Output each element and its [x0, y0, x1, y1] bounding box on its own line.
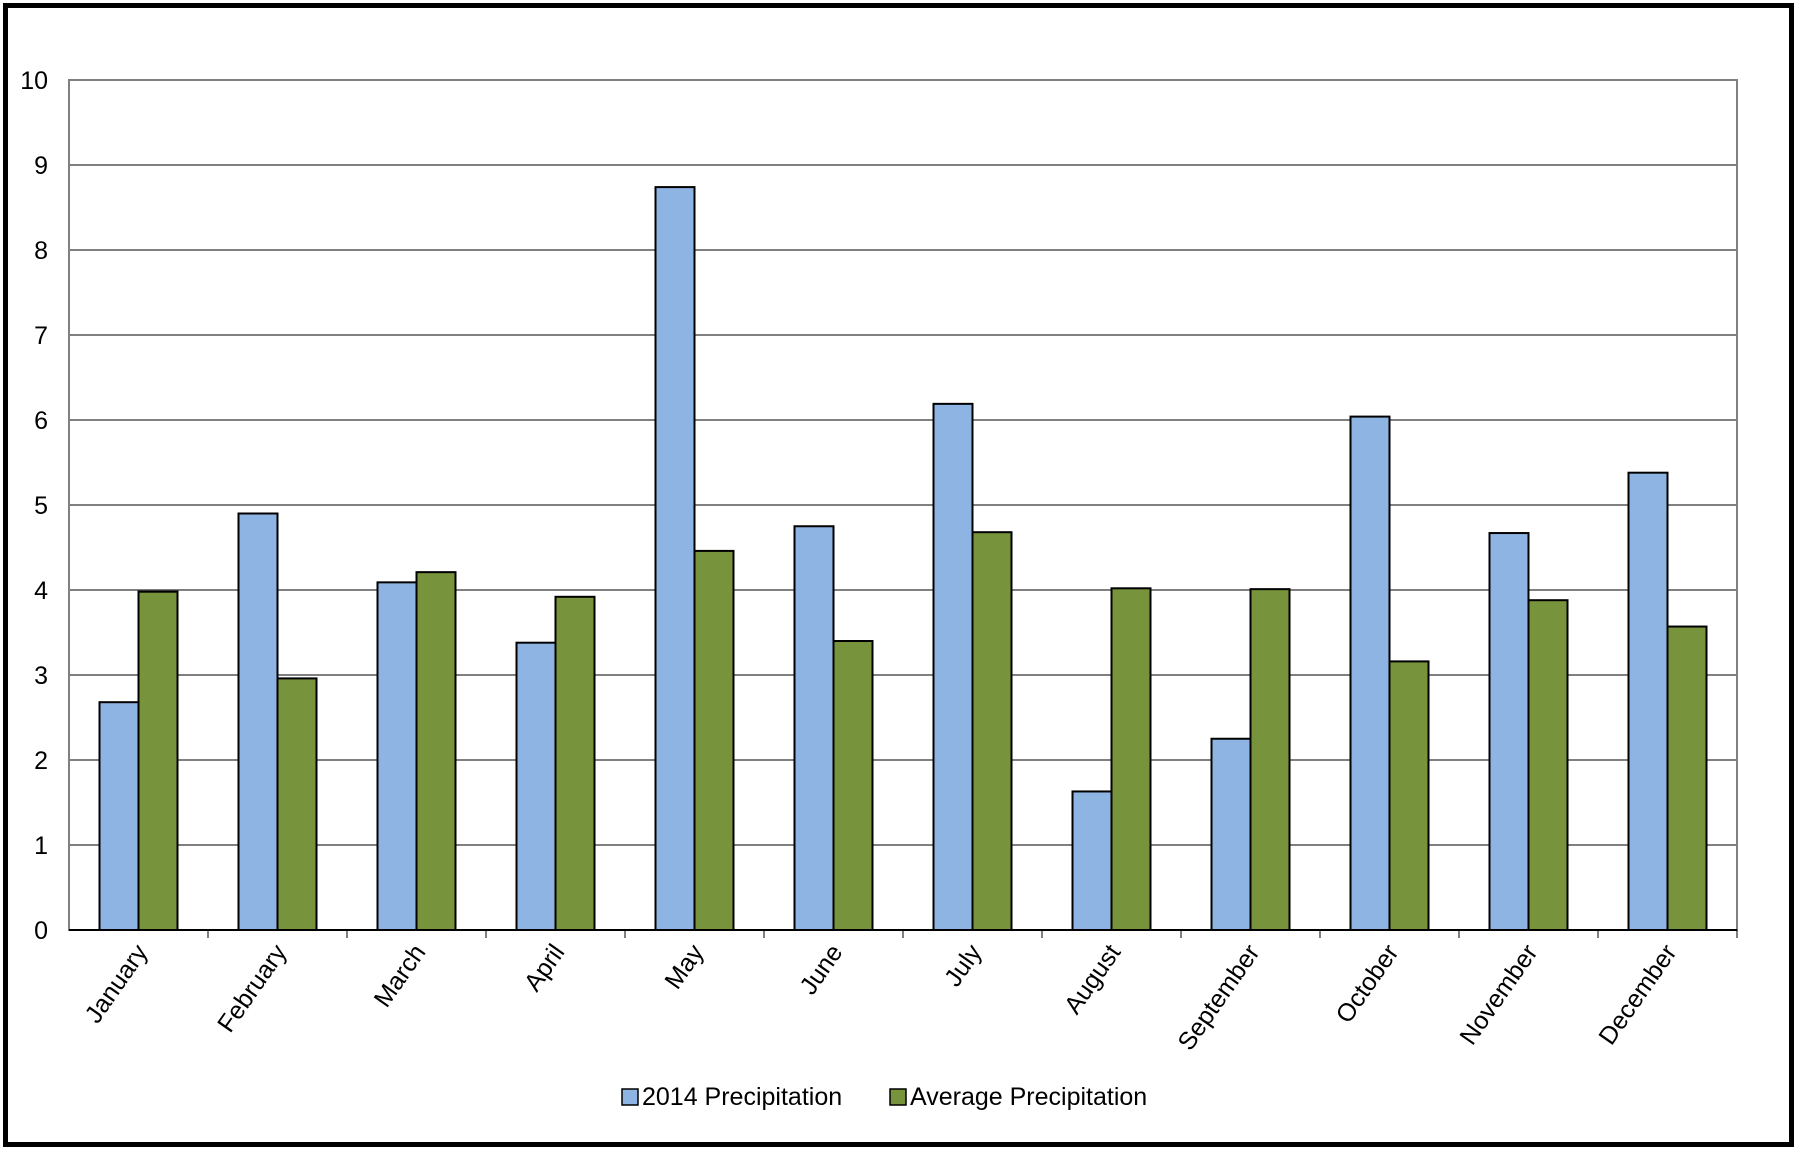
- bar-precipitation-2014-july: [932, 402, 974, 932]
- bar-average-precipitation-july: [971, 531, 1013, 931]
- legend-label-average-precipitation: Average Precipitation: [910, 1083, 1147, 1111]
- bar-average-precipitation-january: [137, 590, 179, 931]
- y-tick-label: 7: [34, 322, 48, 350]
- bar-precipitation-2014-june: [793, 525, 835, 931]
- bars: [98, 186, 1708, 932]
- x-tick-label-august: August: [1059, 939, 1127, 1019]
- bar-average-precipitation-april: [554, 595, 596, 931]
- x-tick-label-december: December: [1593, 939, 1682, 1050]
- bar-precipitation-2014-august: [1071, 790, 1113, 932]
- bar-average-precipitation-june: [832, 640, 874, 931]
- legend-label-precipitation-2014: 2014 Precipitation: [642, 1083, 842, 1111]
- y-tick-label: 0: [34, 917, 48, 945]
- bar-average-precipitation-november: [1527, 599, 1569, 931]
- bar-average-precipitation-september: [1249, 588, 1291, 932]
- legend: 2014 Precipitation Average Precipitation: [621, 1083, 1147, 1111]
- y-tick-label: 1: [34, 832, 48, 860]
- x-tick-label-april: April: [519, 939, 571, 996]
- bar-precipitation-2014-february: [237, 512, 279, 931]
- y-tick-label: 6: [34, 407, 48, 435]
- gridlines: [69, 79, 1737, 846]
- bar-average-precipitation-october: [1388, 660, 1430, 932]
- y-tick-label: 10: [20, 67, 48, 95]
- x-tick-label-october: October: [1330, 939, 1404, 1028]
- legend-swatch-precipitation-2014: [621, 1088, 639, 1106]
- x-tick-label-february: February: [212, 939, 293, 1037]
- y-tick-label: 2: [34, 747, 48, 775]
- bar-precipitation-2014-december: [1627, 471, 1669, 931]
- x-tick-label-september: September: [1172, 939, 1265, 1055]
- y-tick-label: 4: [34, 577, 48, 605]
- x-tick-labels: January February March April May June July Augu…: [79, 939, 1682, 1056]
- x-tick-label-march: March: [369, 939, 432, 1012]
- y-tick-label: 5: [34, 492, 48, 520]
- x-tick-label-may: May: [659, 939, 709, 994]
- y-tick-label: 9: [34, 152, 48, 180]
- bar-average-precipitation-august: [1110, 587, 1152, 931]
- x-tick-label-january: January: [79, 939, 153, 1028]
- bar-precipitation-2014-january: [98, 701, 140, 932]
- x-tick-label-july: July: [939, 939, 988, 992]
- bar-precipitation-2014-october: [1349, 415, 1391, 932]
- x-tick-label-november: November: [1454, 939, 1543, 1050]
- y-tick-label: 3: [34, 662, 48, 690]
- bar-average-precipitation-february: [276, 677, 318, 932]
- y-tick-labels: 0 1 2 3 4 5 6 7 8 9 10: [20, 67, 48, 945]
- bar-average-precipitation-march: [415, 571, 457, 932]
- bar-precipitation-2014-november: [1488, 532, 1530, 931]
- y-tick-label: 8: [34, 237, 48, 265]
- bar-precipitation-2014-april: [515, 641, 557, 931]
- bar-precipitation-2014-march: [376, 581, 418, 931]
- bar-average-precipitation-december: [1666, 625, 1708, 931]
- bar-average-precipitation-may: [693, 549, 735, 932]
- bar-precipitation-2014-september: [1210, 737, 1252, 931]
- x-tick-label-june: June: [794, 939, 848, 999]
- bar-precipitation-2014-may: [654, 186, 696, 932]
- axes: [68, 79, 1738, 938]
- legend-swatch-average-precipitation: [889, 1088, 907, 1106]
